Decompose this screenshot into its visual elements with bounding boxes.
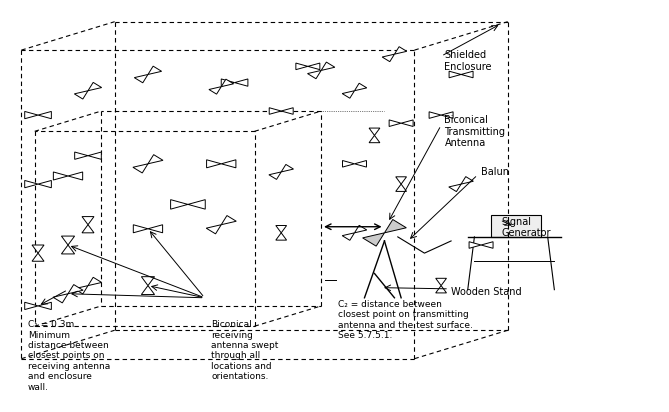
Polygon shape [141, 286, 155, 295]
Polygon shape [82, 225, 94, 233]
Polygon shape [429, 112, 441, 118]
Polygon shape [54, 172, 68, 180]
Polygon shape [221, 79, 235, 86]
Polygon shape [32, 245, 44, 253]
Polygon shape [62, 236, 75, 245]
Polygon shape [133, 225, 148, 233]
Polygon shape [38, 111, 52, 119]
Polygon shape [449, 71, 461, 78]
Text: Signal
Generator: Signal Generator [501, 217, 551, 238]
Polygon shape [148, 225, 163, 233]
Polygon shape [469, 242, 481, 248]
Polygon shape [363, 233, 385, 246]
Polygon shape [235, 79, 248, 86]
Polygon shape [396, 184, 407, 192]
Polygon shape [461, 177, 474, 184]
Polygon shape [207, 160, 221, 168]
Polygon shape [25, 302, 38, 309]
Polygon shape [401, 120, 413, 126]
Polygon shape [133, 164, 148, 173]
Text: C₂ = distance between
closest point on transmitting
antenna and the test surface: C₂ = distance between closest point on t… [338, 300, 473, 340]
Polygon shape [296, 63, 308, 70]
Polygon shape [53, 294, 68, 303]
Polygon shape [308, 70, 321, 79]
Polygon shape [342, 91, 355, 98]
Text: Biconical
receiving
antenna swept
through all
locations and
orientations.: Biconical receiving antenna swept throug… [211, 320, 278, 381]
Polygon shape [481, 242, 493, 248]
Polygon shape [436, 278, 446, 286]
Polygon shape [74, 286, 88, 294]
Polygon shape [221, 215, 236, 225]
Polygon shape [25, 111, 38, 119]
Polygon shape [25, 180, 38, 188]
Polygon shape [148, 66, 162, 75]
Polygon shape [441, 112, 453, 118]
Text: Shielded
Enclosure: Shielded Enclosure [444, 50, 492, 72]
Polygon shape [281, 164, 294, 172]
Polygon shape [382, 54, 395, 62]
Polygon shape [74, 91, 88, 99]
Polygon shape [343, 161, 355, 167]
Polygon shape [88, 82, 102, 91]
Polygon shape [188, 200, 205, 209]
Polygon shape [62, 245, 75, 254]
Polygon shape [276, 225, 286, 233]
Polygon shape [148, 154, 163, 164]
Polygon shape [389, 120, 401, 126]
Polygon shape [221, 160, 236, 168]
Polygon shape [68, 285, 83, 294]
Polygon shape [281, 108, 293, 114]
Polygon shape [321, 62, 335, 70]
Polygon shape [209, 87, 221, 94]
Polygon shape [369, 136, 380, 143]
Polygon shape [68, 172, 83, 180]
Bar [491, 215, 541, 237]
Text: C₁ = 0.3m
Minimum
distance between
closest points on
receiving antenna
and enclo: C₁ = 0.3m Minimum distance between close… [28, 320, 110, 391]
Text: Balun: Balun [481, 167, 509, 177]
Polygon shape [369, 128, 380, 136]
Polygon shape [134, 75, 148, 83]
Polygon shape [355, 161, 367, 167]
Polygon shape [436, 286, 446, 293]
Polygon shape [269, 108, 281, 114]
Polygon shape [355, 83, 367, 91]
Polygon shape [461, 71, 473, 78]
Polygon shape [385, 220, 406, 233]
Polygon shape [396, 177, 407, 184]
Polygon shape [171, 200, 188, 209]
Polygon shape [88, 152, 101, 159]
Polygon shape [141, 277, 155, 286]
Polygon shape [269, 172, 281, 179]
Polygon shape [206, 225, 221, 234]
Polygon shape [88, 277, 102, 286]
Polygon shape [38, 180, 52, 188]
Polygon shape [449, 184, 461, 192]
Polygon shape [221, 79, 233, 87]
Polygon shape [355, 225, 367, 233]
Polygon shape [38, 302, 52, 309]
Polygon shape [75, 152, 88, 159]
Text: Biconical
Transmitting
Antenna: Biconical Transmitting Antenna [444, 115, 505, 148]
Polygon shape [342, 233, 355, 240]
Polygon shape [82, 217, 94, 225]
Polygon shape [395, 47, 407, 54]
Polygon shape [32, 253, 44, 261]
Text: Wooden Stand: Wooden Stand [451, 287, 522, 297]
Polygon shape [276, 233, 286, 240]
Polygon shape [308, 63, 320, 70]
